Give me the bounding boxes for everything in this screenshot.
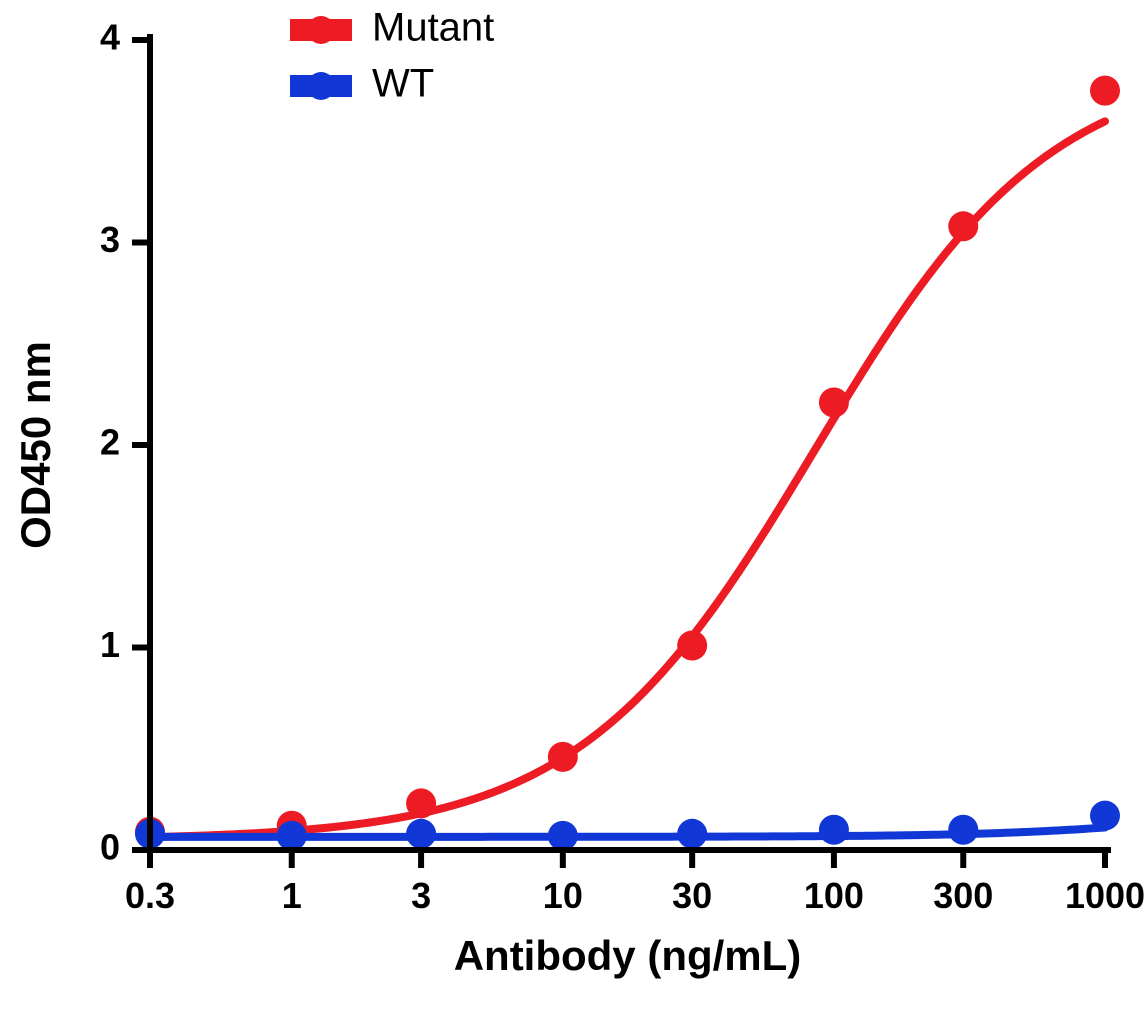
marker-wt [819,815,849,845]
x-axis-label: Antibody (ng/mL) [454,932,802,979]
plot-background [0,0,1145,1026]
marker-wt [406,819,436,849]
x-tick-label: 10 [543,875,583,916]
marker-wt [277,821,307,851]
legend-label: WT [372,62,434,106]
marker-mutant [948,211,978,241]
marker-wt [548,821,578,851]
y-tick-label: 0 [100,827,120,868]
x-tick-label: 100 [804,875,864,916]
legend-marker [307,16,335,44]
marker-mutant [819,387,849,417]
marker-mutant [1090,76,1120,106]
marker-mutant [677,630,707,660]
y-tick-label: 4 [100,17,120,58]
y-tick-label: 1 [100,624,120,665]
marker-wt [1090,801,1120,831]
x-tick-label: 30 [672,875,712,916]
marker-mutant [548,742,578,772]
marker-mutant [406,788,436,818]
chart-container: 0 1 2 3 4 0.3 1 3 10 30 100 300 1000 OD450 nm Antibody… [0,0,1145,1026]
y-tick-label: 2 [100,422,120,463]
x-tick-label: 300 [933,875,993,916]
y-axis-label: OD450 nm [12,341,59,549]
legend-label: Mutant [372,6,494,50]
dose-response-chart: 0 1 2 3 4 0.3 1 3 10 30 100 300 1000 OD450 nm Antibody… [0,0,1145,1026]
y-tick-label: 3 [100,219,120,260]
marker-wt [677,819,707,849]
legend-marker [307,72,335,100]
marker-wt [948,815,978,845]
x-tick-label: 3 [411,875,431,916]
x-tick-label: 0.3 [125,875,175,916]
x-tick-label: 1 [282,875,302,916]
x-tick-label: 1000 [1065,875,1145,916]
